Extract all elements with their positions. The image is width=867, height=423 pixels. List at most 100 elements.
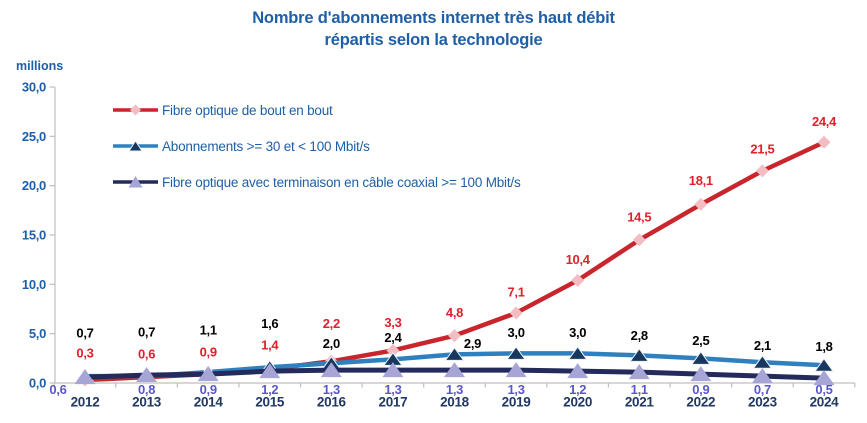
chart-title-line1: Nombre d'abonnements internet très haut … [252, 9, 615, 27]
data-label-fibre: 21,5 [750, 141, 774, 156]
data-label-coaxial: 0,9 [692, 382, 709, 397]
data-label-coaxial: 0,7 [754, 382, 771, 397]
legend-item-fibre-cable-coaxial: Fibre optique avec terminaison en câble … [112, 174, 521, 190]
data-label-coaxial: 0,6 [49, 382, 66, 397]
y-axis-unit-label: millions [16, 59, 64, 73]
data-label-fibre: 14,5 [627, 209, 651, 224]
legend-triangle-icon [128, 140, 143, 152]
data-point-marker-triangle [813, 370, 835, 386]
x-year-label: 2015 [255, 395, 285, 410]
data-point-marker-triangle [690, 366, 712, 382]
data-label-abonnements: 0,7 [138, 325, 155, 340]
data-label-fibre: 1,4 [261, 338, 279, 353]
data-point-marker-triangle [505, 362, 527, 378]
data-label-coaxial: 1,2 [261, 382, 278, 397]
x-year-label: 2016 [317, 395, 347, 410]
data-point-marker-diamond [509, 306, 523, 320]
x-year-label: 2013 [132, 395, 162, 410]
x-year-label: 2012 [71, 395, 100, 410]
x-year-label: 2017 [378, 395, 407, 410]
legend-diamond-icon [130, 104, 141, 116]
data-label-fibre: 18,1 [689, 173, 713, 188]
data-point-marker-triangle [567, 346, 588, 360]
data-point-marker-triangle [690, 350, 711, 365]
x-year-label: 2014 [194, 395, 224, 410]
data-point-marker-triangle [751, 368, 773, 384]
legend-label-fibre-bout-en-bout: Fibre optique de bout en bout [162, 102, 333, 118]
x-year-label: 2020 [563, 395, 592, 410]
x-year-label: 2023 [748, 395, 778, 410]
data-point-marker-triangle [136, 367, 158, 383]
data-point-marker-triangle [444, 347, 465, 361]
data-point-marker-triangle [443, 362, 465, 378]
data-label-coaxial: 1,3 [323, 382, 340, 397]
legend-triangle-icon [128, 176, 143, 188]
x-year-label: 2021 [625, 395, 655, 410]
data-label-fibre: 0,9 [200, 345, 217, 360]
data-point-marker-diamond [632, 233, 646, 247]
data-label-coaxial: 1,3 [384, 382, 401, 397]
data-point-marker-triangle [197, 366, 219, 382]
x-year-label: 2018 [440, 395, 470, 410]
data-label-fibre: 2,2 [323, 316, 340, 331]
data-label-coaxial: 1,2 [569, 382, 586, 397]
x-year-label: 2022 [686, 395, 715, 410]
data-point-marker-diamond [817, 135, 831, 149]
data-label-coaxial: 0,8 [138, 382, 155, 397]
chart-title: Nombre d'abonnements internet très haut … [0, 7, 867, 51]
data-label-coaxial: 0,9 [200, 382, 217, 397]
data-label-coaxial: 0,5 [815, 382, 832, 397]
data-label-abonnements: 2,4 [384, 330, 402, 345]
y-tick-label: 25,0 [22, 129, 46, 144]
data-label-fibre: 24,4 [812, 114, 837, 129]
y-tick-label: 20,0 [22, 178, 46, 193]
data-point-marker-triangle [259, 363, 281, 379]
chart-title-line2: répartis selon la technologie [324, 31, 543, 49]
data-point-marker-triangle [628, 364, 650, 380]
data-point-marker-diamond [571, 273, 585, 287]
data-label-coaxial: 1,3 [446, 382, 463, 397]
legend-item-abonnements-30-100: Abonnements >= 30 et < 100 Mbit/s [112, 138, 521, 154]
legend-line-marker-icon [113, 176, 158, 188]
y-tick-label: 30,0 [22, 80, 46, 95]
data-label-abonnements: 1,6 [261, 316, 278, 331]
y-tick-label: 0,0 [29, 376, 46, 391]
data-label-abonnements: 2,1 [754, 338, 771, 353]
data-label-abonnements: 2,9 [464, 336, 481, 351]
chart-legend: Fibre optique de bout en bout Abonnement… [112, 102, 521, 190]
data-label-fibre: 0,6 [138, 347, 155, 362]
data-label-abonnements: 0,7 [76, 326, 93, 341]
legend-line-marker-icon [113, 104, 158, 116]
data-label-fibre: 0,3 [76, 346, 93, 361]
data-label-abonnements: 3,0 [569, 325, 586, 340]
data-point-marker-triangle [506, 346, 527, 360]
legend-label-fibre-cable-coaxial: Fibre optique avec terminaison en câble … [162, 174, 521, 190]
data-point-marker-diamond [694, 197, 708, 211]
x-year-label: 2019 [502, 395, 531, 410]
data-label-abonnements: 2,0 [323, 336, 340, 351]
data-point-marker-triangle [629, 348, 650, 362]
data-label-fibre: 10,4 [566, 252, 591, 267]
data-label-abonnements: 3,0 [507, 325, 524, 340]
data-label-abonnements: 1,1 [200, 323, 217, 338]
data-point-marker-triangle [74, 369, 96, 385]
data-point-marker-diamond [755, 164, 769, 178]
data-label-abonnements: 2,5 [692, 333, 709, 348]
data-point-marker-diamond [447, 329, 461, 343]
legend-label-abonnements-30-100: Abonnements >= 30 et < 100 Mbit/s [162, 138, 370, 154]
y-tick-label: 10,0 [22, 277, 46, 292]
data-label-fibre: 4,8 [446, 305, 463, 320]
data-label-coaxial: 1,1 [631, 382, 648, 397]
y-tick-label: 5,0 [29, 326, 46, 341]
data-label-coaxial: 1,3 [507, 382, 524, 397]
legend-item-fibre-bout-en-bout: Fibre optique de bout en bout [112, 102, 521, 118]
data-label-abonnements: 2,8 [631, 328, 648, 343]
data-point-marker-triangle [382, 362, 404, 378]
data-point-marker-triangle [320, 362, 342, 378]
data-label-fibre: 3,3 [384, 315, 401, 330]
data-label-fibre: 7,1 [507, 284, 524, 299]
data-point-marker-triangle [567, 363, 589, 379]
legend-line-marker-icon [113, 140, 158, 152]
